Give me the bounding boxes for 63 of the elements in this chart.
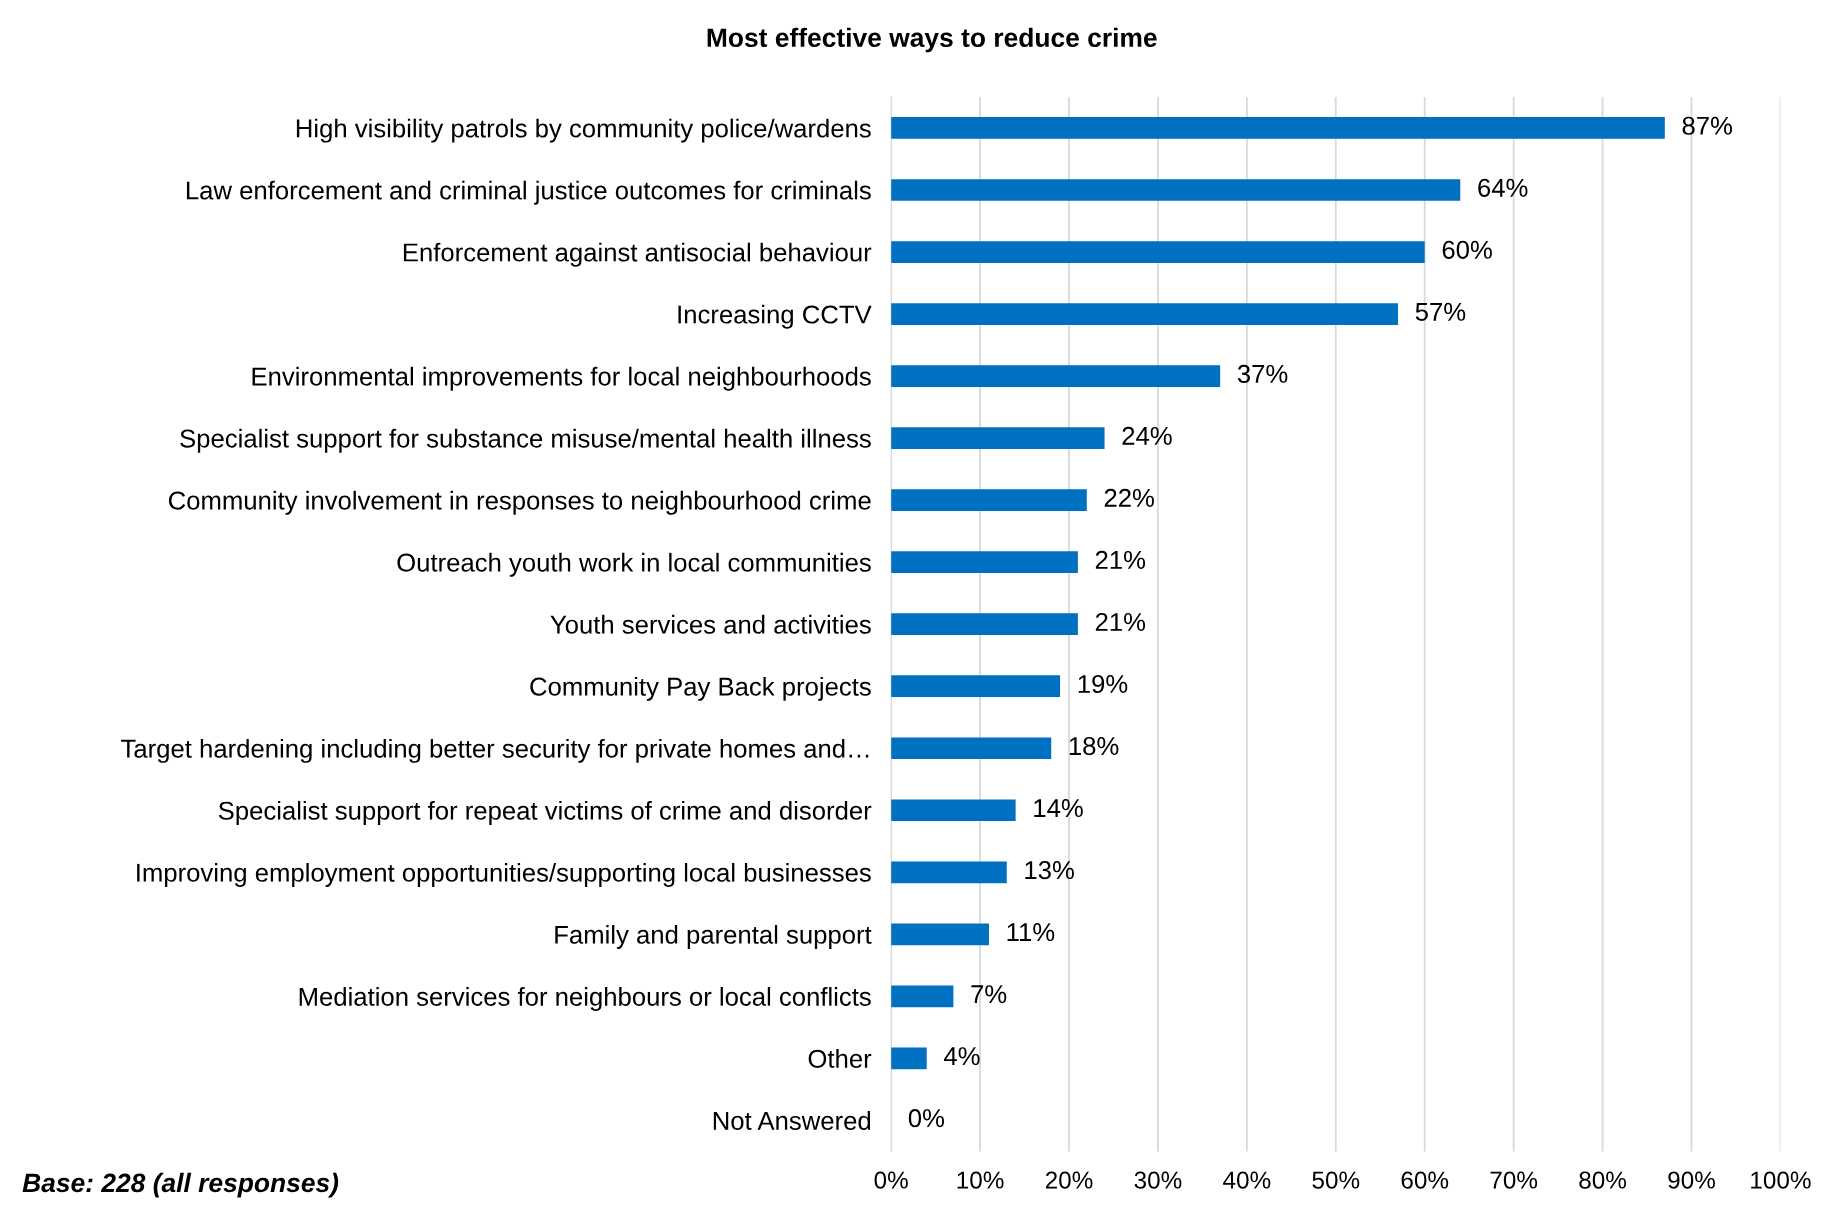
bar <box>891 551 1078 574</box>
data-label: 11% <box>1007 923 1055 942</box>
data-label: 21% <box>1095 550 1146 569</box>
y-tick-label: Outreach youth work in local communities <box>397 552 871 577</box>
x-tick-label: 70% <box>1490 1171 1538 1189</box>
bar <box>891 923 989 946</box>
data-label: 60% <box>1442 240 1492 259</box>
y-tick-label: Target hardening including better security for private homes and… <box>121 738 869 763</box>
y-tick-label: Increasing CCTV <box>678 304 872 329</box>
data-label: 19% <box>1078 674 1128 694</box>
bar <box>891 799 1016 822</box>
x-tick-label: 40% <box>1223 1171 1271 1189</box>
bar <box>891 489 1087 511</box>
bar <box>891 737 1052 760</box>
y-tick-label: Not Answered <box>713 1111 871 1130</box>
bar <box>891 427 1105 449</box>
bar <box>891 675 1061 698</box>
y-tick-label: Law enforcement and criminal justice outcomes for criminals <box>186 180 871 205</box>
y-tick-label: Specialist support for repeat victims of crime and disorder <box>218 800 872 825</box>
x-tick-label: 80% <box>1579 1171 1627 1189</box>
y-tick-label: Enforcement against antisocial behaviour <box>403 242 872 267</box>
data-label: 7% <box>971 985 1007 1004</box>
data-label: 64% <box>1478 178 1528 197</box>
y-tick-label: Mediation services for neighbours or local conflicts <box>299 987 871 1011</box>
bar <box>891 1047 927 1070</box>
y-tick-label: High visibility patrols by community police/wardens <box>296 118 871 143</box>
data-label: 57% <box>1415 302 1466 321</box>
bar <box>891 303 1399 325</box>
data-label: 87% <box>1682 116 1732 135</box>
x-tick-label: 100% <box>1751 1171 1811 1189</box>
bar <box>891 179 1461 201</box>
data-label: 18% <box>1069 736 1119 756</box>
bar <box>891 861 1007 884</box>
chart-title: Most effective ways to reduce crime <box>707 27 1157 53</box>
x-tick-label: 90% <box>1668 1171 1715 1189</box>
bar <box>891 365 1221 387</box>
y-tick-label: Environmental improvements for local neighbourhoods <box>252 366 871 391</box>
data-label: 14% <box>1034 799 1083 818</box>
bar <box>891 241 1425 263</box>
bar <box>891 117 1665 139</box>
y-tick-label: Youth services and activities <box>550 614 871 634</box>
data-label: 0% <box>908 1109 945 1128</box>
y-tick-label: Improving employment opportunities/supporting local businesses <box>137 862 871 887</box>
data-label: 21% <box>1095 612 1146 631</box>
y-tick-label: Family and parental support <box>555 925 872 949</box>
data-label: 37% <box>1237 364 1288 383</box>
text: Base: 228 (all responses) <box>22 1172 339 1198</box>
data-label: 13% <box>1025 860 1074 880</box>
data-label: 24% <box>1122 426 1172 445</box>
x-tick-label: 20% <box>1045 1171 1093 1189</box>
x-tick-label: 50% <box>1312 1171 1360 1189</box>
x-tick-label: 30% <box>1134 1171 1182 1189</box>
x-tick-label: 0% <box>874 1171 908 1189</box>
data-label: 4% <box>943 1047 980 1066</box>
bar <box>891 985 954 1008</box>
x-tick-label: 60% <box>1401 1171 1449 1189</box>
y-tick-label: Community involvement in responses to neighbourhood crime <box>168 490 871 515</box>
data-label: 22% <box>1104 488 1154 507</box>
bar <box>891 613 1078 636</box>
x-tick-label: 10% <box>957 1171 1004 1189</box>
y-tick-label: Community Pay Back projects <box>530 676 871 701</box>
y-tick-label: Specialist support for substance misuse/mental health illness <box>180 428 871 453</box>
y-tick-label: Other <box>808 1049 872 1068</box>
